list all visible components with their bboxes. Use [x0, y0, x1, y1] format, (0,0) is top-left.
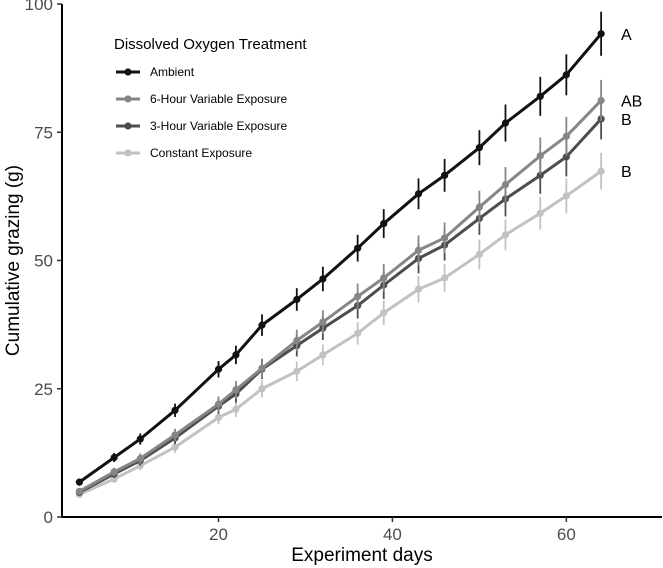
legend-label: 3-Hour Variable Exposure	[150, 119, 288, 133]
y-tick-label: 100	[25, 0, 53, 14]
series-line	[78, 117, 603, 494]
data-point	[562, 153, 570, 161]
series: A	[75, 11, 632, 486]
data-point	[110, 453, 118, 462]
y-axis-title: Cumulative grazing (g)	[3, 165, 24, 356]
data-point	[319, 275, 327, 283]
significance-label: A	[621, 27, 632, 44]
x-axis-title: Experiment days	[291, 545, 433, 566]
data-point	[171, 406, 179, 414]
data-point	[597, 96, 605, 105]
data-point	[380, 274, 388, 282]
legend-swatch-point	[124, 95, 132, 103]
data-point	[501, 119, 510, 127]
data-point	[354, 292, 362, 301]
series: AB	[75, 79, 642, 495]
data-point	[354, 329, 362, 337]
legend-item: Ambient	[116, 65, 195, 79]
data-point	[562, 71, 570, 79]
data-point	[293, 295, 301, 304]
legend-swatch-point	[124, 68, 132, 76]
data-point	[75, 487, 83, 495]
legend-swatch-point	[124, 122, 132, 130]
x-tick-label: 40	[383, 525, 402, 544]
data-point	[293, 336, 301, 345]
y-tick-label: 25	[34, 380, 53, 399]
data-point	[293, 367, 301, 375]
data-point	[110, 468, 118, 476]
series-line	[78, 170, 602, 496]
data-point	[75, 478, 83, 486]
data-point	[319, 318, 327, 326]
data-point	[536, 171, 544, 179]
data-point	[319, 351, 327, 359]
y-tick-label: 0	[44, 508, 53, 527]
data-point	[475, 144, 483, 152]
data-point	[441, 274, 449, 282]
data-point	[501, 180, 510, 189]
data-point	[380, 309, 388, 317]
legend-title: Dissolved Oxygen Treatment	[114, 36, 307, 53]
data-point	[214, 365, 223, 373]
data-point	[597, 167, 605, 175]
significance-label: B	[621, 164, 632, 181]
data-point	[136, 454, 144, 463]
data-point	[536, 92, 544, 100]
x-axis-ticks: 20 40 60	[209, 517, 576, 544]
legend-item: Constant Exposure	[116, 146, 252, 160]
data-point	[214, 413, 223, 422]
y-tick-label: 50	[34, 252, 53, 271]
data-point	[171, 443, 179, 451]
data-point	[414, 246, 423, 254]
data-point	[354, 244, 362, 252]
data-point	[475, 203, 483, 211]
data-point	[258, 385, 266, 393]
data-point	[232, 386, 240, 394]
x-tick-label: 20	[209, 525, 228, 544]
legend-label: Ambient	[150, 65, 195, 79]
data-point	[475, 250, 483, 258]
data-point	[258, 364, 266, 372]
data-point	[110, 475, 118, 483]
data-point	[441, 234, 449, 242]
series-line	[78, 32, 603, 484]
data-point	[536, 209, 544, 217]
series: B	[75, 152, 632, 499]
data-point	[536, 152, 544, 160]
legend-item: 3-Hour Variable Exposure	[116, 119, 288, 133]
data-point	[501, 231, 510, 239]
data-point	[597, 30, 605, 38]
data-point	[258, 321, 266, 329]
data-point	[441, 171, 449, 179]
plot-area: B B AB A	[75, 11, 642, 499]
legend-label: Constant Exposure	[150, 146, 252, 160]
legend-items: Ambient 6-Hour Variable Exposure 3-Hour Va…	[116, 65, 288, 160]
data-point	[136, 435, 144, 443]
data-point	[414, 190, 423, 198]
legend: Dissolved Oxygen Treatment Ambient 6-Hour…	[114, 36, 307, 160]
series-line	[78, 99, 603, 493]
data-point	[232, 405, 240, 413]
data-point	[232, 351, 240, 359]
data-point	[214, 400, 223, 408]
data-point	[562, 132, 570, 140]
data-point	[562, 192, 570, 200]
significance-label: B	[621, 112, 632, 129]
legend-label: 6-Hour Variable Exposure	[150, 92, 288, 106]
significance-label: AB	[621, 93, 642, 110]
data-point	[171, 431, 179, 439]
data-point	[380, 219, 388, 228]
legend-item: 6-Hour Variable Exposure	[116, 92, 288, 106]
legend-swatch-point	[124, 149, 132, 157]
y-axis-ticks: 0 25 50 75 100	[25, 0, 62, 527]
y-tick-label: 75	[34, 123, 53, 142]
x-tick-label: 60	[557, 525, 576, 544]
data-point	[414, 285, 423, 293]
